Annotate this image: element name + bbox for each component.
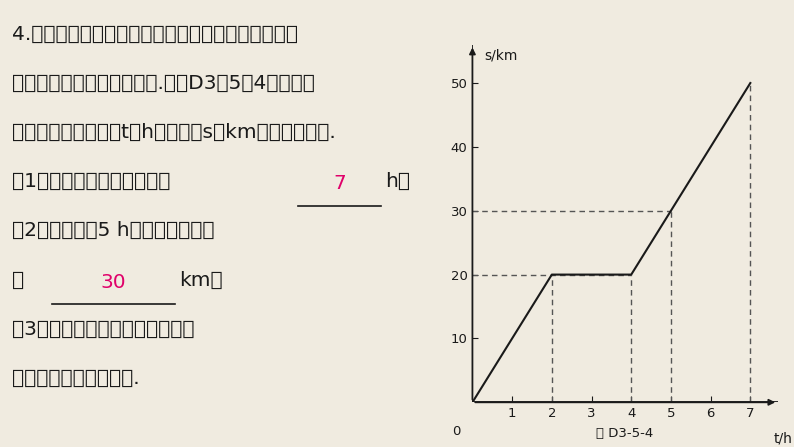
Text: km；: km； xyxy=(179,270,222,290)
Text: 7: 7 xyxy=(333,174,346,194)
Text: （3）折线中有一条平行于横轴的: （3）折线中有一条平行于横轴的 xyxy=(12,320,195,339)
Text: 图 D3-5-4: 图 D3-5-4 xyxy=(596,427,653,440)
Text: t/h: t/h xyxy=(773,431,792,445)
Text: 为: 为 xyxy=(12,270,24,290)
Text: 小明骑自行车从甲地到乙地.如图D3－5－4，折线表: 小明骑自行车从甲地到乙地.如图D3－5－4，折线表 xyxy=(12,74,314,93)
Text: s/km: s/km xyxy=(484,48,518,62)
Text: （1）他从甲地到乙地共花了: （1）他从甲地到乙地共花了 xyxy=(12,172,170,191)
Text: h；: h； xyxy=(385,172,410,191)
Text: 0: 0 xyxy=(452,425,461,438)
Text: 30: 30 xyxy=(100,273,126,292)
Text: 4.　（抄象能力、推理能力、应用意识、创新意识）: 4. （抄象能力、推理能力、应用意识、创新意识） xyxy=(12,25,298,44)
Text: 线段，试说明它的意义.: 线段，试说明它的意义. xyxy=(12,369,140,388)
Text: （2）他出发后5 h，与甲地的距离: （2）他出发后5 h，与甲地的距离 xyxy=(12,221,214,240)
Text: 示小明途中所花时间t（h）与行程s（km）之间的关系.: 示小明途中所花时间t（h）与行程s（km）之间的关系. xyxy=(12,123,336,142)
